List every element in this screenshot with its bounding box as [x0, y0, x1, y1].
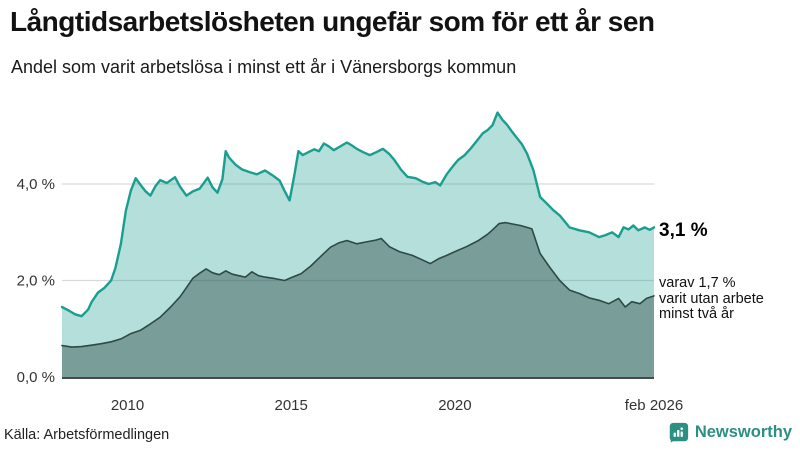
note-line: minst två år — [659, 306, 734, 323]
latest-value-label: 3,1 % — [659, 220, 708, 241]
svg-text:2010: 2010 — [111, 397, 144, 414]
svg-text:feb 2026: feb 2026 — [625, 397, 683, 414]
svg-text:2020: 2020 — [438, 397, 471, 414]
svg-text:2015: 2015 — [275, 397, 308, 414]
svg-text:4,0 %: 4,0 % — [17, 176, 55, 193]
newsworthy-bubble-chart-icon — [669, 422, 688, 443]
note-line: varit utan arbete — [659, 290, 764, 307]
newsworthy-logo[interactable]: Newsworthy — [668, 422, 792, 443]
newsworthy-wordmark: Newsworthy — [694, 423, 792, 441]
note-line: varav 1,7 % — [659, 275, 736, 291]
page-title: Långtidsarbetslösheten ungefär som för e… — [10, 6, 655, 37]
page-subtitle: Andel som varit arbetslösa i minst ett å… — [11, 57, 517, 77]
source-label: Källa: Arbetsförmedlingen — [4, 427, 170, 443]
two-year-note: varav 1,7 % varit utan arbete minst två … — [659, 275, 764, 323]
svg-text:0,0 %: 0,0 % — [17, 369, 55, 386]
svg-text:2,0 %: 2,0 % — [17, 273, 55, 290]
